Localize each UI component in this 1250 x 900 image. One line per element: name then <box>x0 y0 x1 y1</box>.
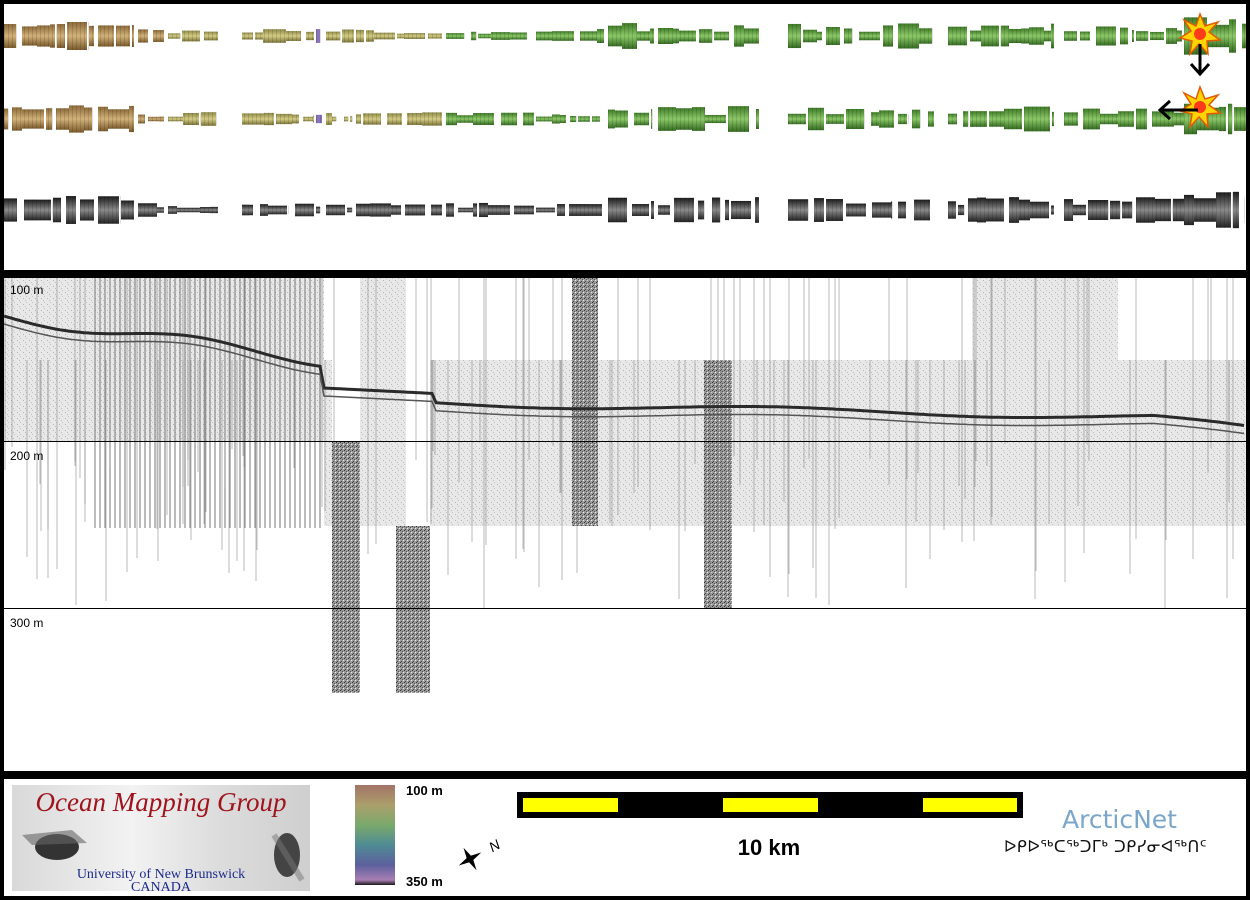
arcticnet-logo-name: ArcticNet <box>1062 805 1177 834</box>
subbottom-profile-image <box>4 278 1246 693</box>
logo-title: Ocean Mapping Group <box>35 787 287 817</box>
seafloor-reflector <box>4 314 1245 427</box>
scale-label: 10 km <box>737 835 801 860</box>
profile-data-blocks <box>4 278 1246 693</box>
colorbar-bottom-label: 350 m <box>406 874 443 889</box>
depth-colorbar <box>355 785 395 885</box>
arrow-left-icon <box>1157 99 1198 121</box>
subbottom-reflector <box>4 323 1245 435</box>
logo-university: University of New Brunswick <box>76 867 246 882</box>
arrow-down-icon <box>1189 44 1211 77</box>
north-label: N <box>486 836 504 855</box>
swath-strips-image <box>4 11 1246 229</box>
depth-gridline-300 <box>4 608 1246 609</box>
swath-row-sun-illuminated-2 <box>4 103 1246 135</box>
depth-label-200: 200 m <box>10 449 44 463</box>
subbottom-profile-panel: 100 m 200 m 300 m <box>4 278 1246 771</box>
swath-row-sun-illuminated-1 <box>4 17 1246 55</box>
arcticnet-logo-syllabics: ᐅᑭᐅᖅᑕᖅᑐᒥᒃ ᑐᑭᓯᓂᐊᖅᑎᑦ <box>1004 837 1208 856</box>
depth-label-100: 100 m <box>10 283 44 297</box>
colorbar-top-label: 100 m <box>406 783 443 798</box>
north-arrow-icon: N <box>458 836 504 871</box>
swath-panel <box>4 4 1246 270</box>
depth-gridline-200 <box>4 441 1246 442</box>
ocean-mapping-group-logo: Ocean Mapping Group University of New Br… <box>12 785 310 895</box>
legend-panel: Ocean Mapping Group University of New Br… <box>4 779 1246 896</box>
profile-noise-streaks <box>4 278 1234 609</box>
logo-country: CANADA <box>131 880 191 895</box>
depth-label-300: 300 m <box>10 616 44 630</box>
swath-row-backscatter <box>4 191 1246 229</box>
logo-sonar-graphic <box>22 830 305 882</box>
scale-bar <box>517 792 1023 818</box>
